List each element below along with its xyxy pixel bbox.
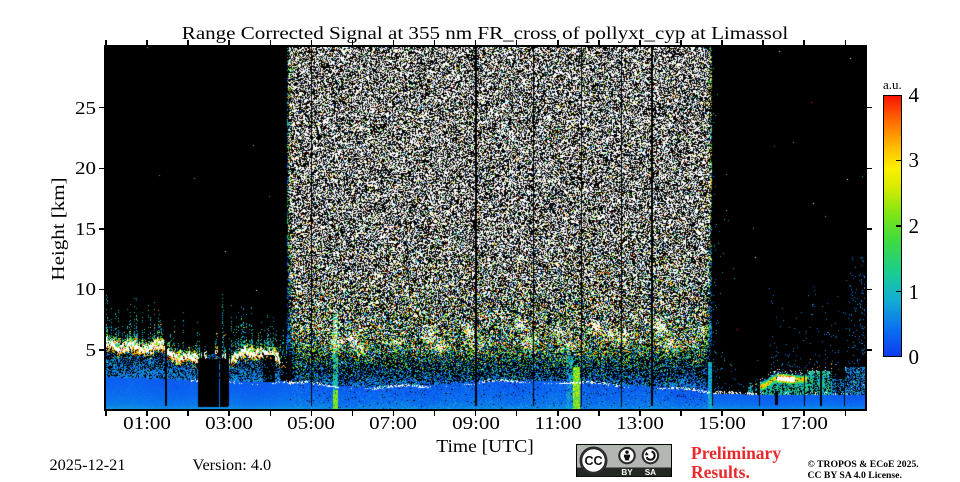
svg-text:CC: CC (584, 454, 602, 468)
svg-text:SA: SA (645, 468, 656, 477)
svg-text:BY: BY (621, 468, 633, 477)
